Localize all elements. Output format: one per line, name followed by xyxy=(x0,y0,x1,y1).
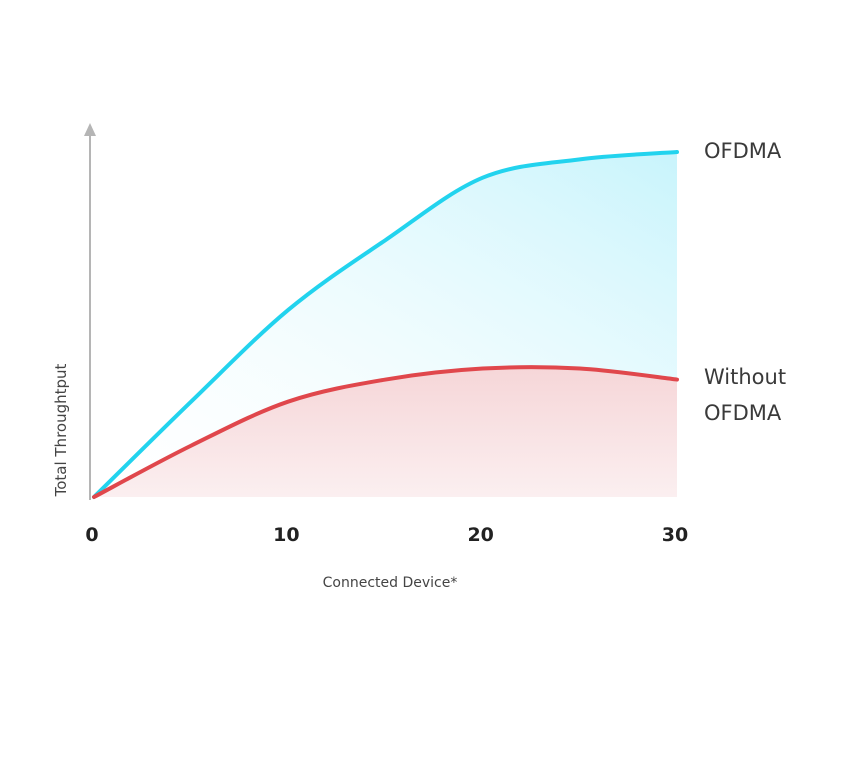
y-axis-arrow xyxy=(84,123,96,136)
series-label: Without OFDMA xyxy=(704,365,787,425)
series-label: OFDMA xyxy=(704,139,782,163)
line xyxy=(92,365,679,499)
y-axis-label: Total Throughtput xyxy=(52,363,70,497)
area-fill xyxy=(94,367,677,497)
x-tick-label: 0 xyxy=(85,524,98,546)
x-tick-label: 30 xyxy=(662,524,688,546)
line xyxy=(92,150,679,499)
x-tick-label: 10 xyxy=(273,524,299,546)
x-tick-label: 20 xyxy=(467,524,493,546)
x-axis-label: Connected Device* xyxy=(323,575,458,591)
